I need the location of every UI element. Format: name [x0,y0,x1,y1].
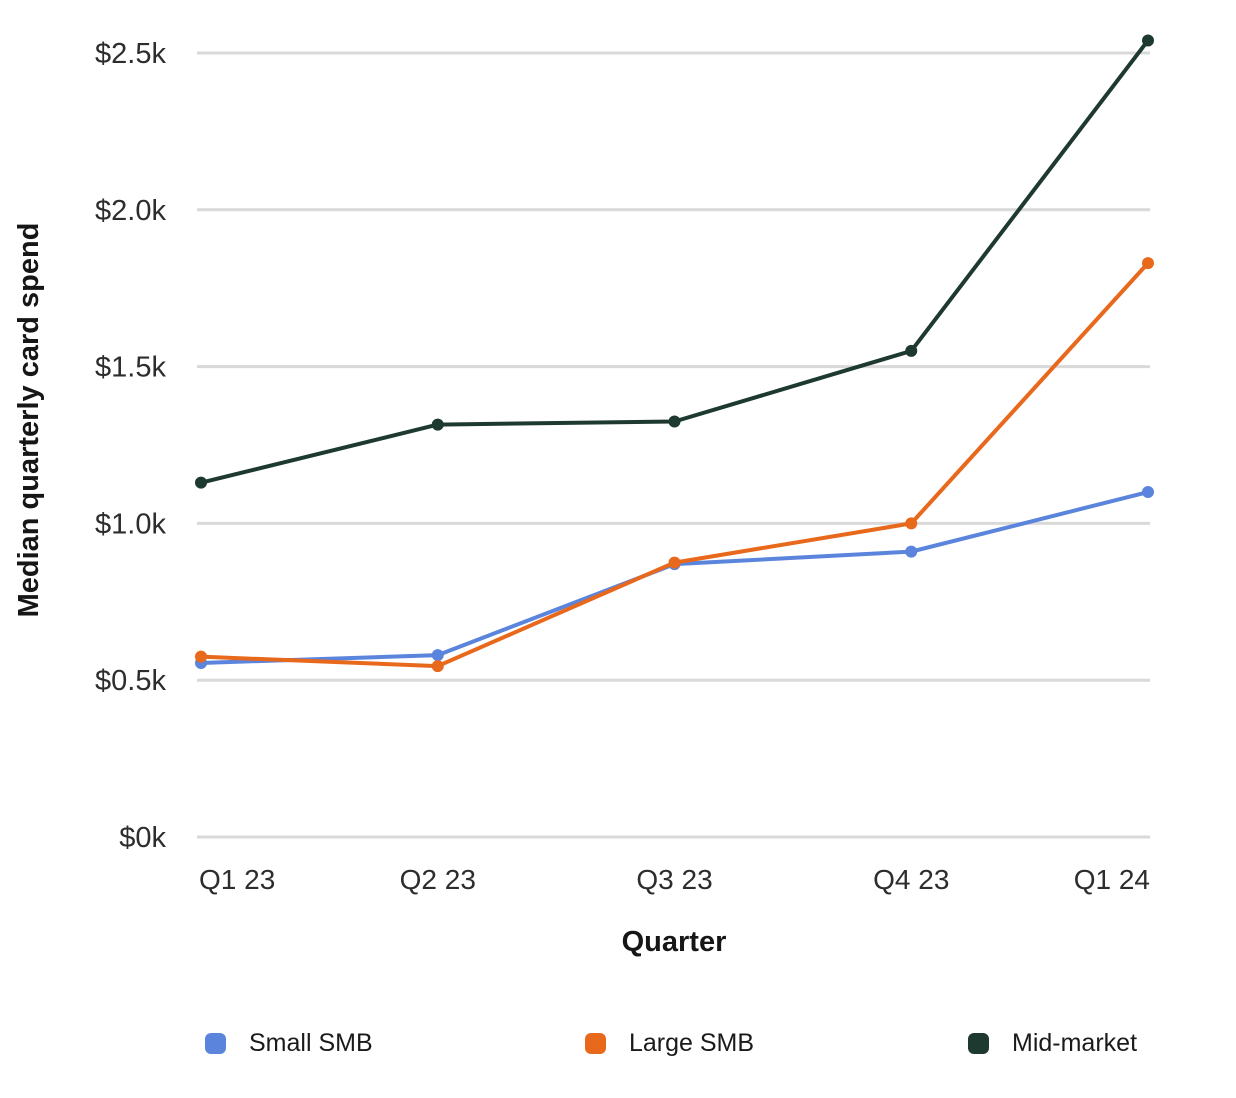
x-tick-labels: Q1 23 Q2 23 Q3 23 Q4 23 Q1 24 [199,864,1150,895]
legend-label-large-smb: Large SMB [629,1028,755,1057]
legend-swatch-mid-market [968,1032,989,1054]
y-tick-label: $2.0k [95,195,166,227]
data-point[interactable] [1142,34,1154,47]
y-tick-labels: $0k $0.5k $1.0k $1.5k $2.0k $2.5k [95,38,166,854]
data-point[interactable] [905,517,918,530]
data-point[interactable] [1142,486,1154,499]
data-point[interactable] [431,418,444,431]
data-point[interactable] [905,545,918,558]
series-line-0 [199,490,1150,665]
x-tick-label: Q2 23 [400,864,476,895]
gridlines [197,51,1150,839]
data-point[interactable] [195,476,207,489]
y-tick-label: $1.5k [95,352,166,384]
y-tick-label: $2.5k [95,38,166,70]
x-tick-label: Q4 23 [873,864,949,895]
x-tick-label: Q1 23 [199,864,275,895]
data-point[interactable] [431,649,444,662]
y-axis-title: Median quarterly card spend [13,223,45,618]
legend-label-mid-market: Mid-market [1012,1028,1138,1057]
x-axis-title: Quarter [622,926,727,958]
y-tick-label: $0k [119,822,166,854]
data-point[interactable] [668,415,681,428]
series-group [195,34,1154,673]
x-tick-label: Q3 23 [636,864,712,895]
data-point[interactable] [195,650,207,663]
legend-swatch-large-smb [585,1032,606,1054]
legend-item-large-smb[interactable]: Large SMB [585,1028,754,1058]
data-point[interactable] [668,556,681,569]
legend-label-small-smb: Small SMB [249,1028,373,1057]
y-tick-label: $0.5k [95,665,166,697]
x-tick-label: Q1 24 [1074,864,1150,895]
legend-item-mid-market[interactable]: Mid-market [968,1028,1137,1058]
legend-swatch-small-smb [205,1032,226,1054]
series-line-1 [199,261,1150,669]
legend-item-small-smb[interactable]: Small SMB [205,1028,373,1058]
data-point[interactable] [905,344,918,357]
data-point[interactable] [431,660,444,673]
legend: Small SMB Large SMB Mid-market [0,1028,1236,1068]
y-tick-label: $1.0k [95,508,166,540]
data-point[interactable] [1142,257,1154,270]
